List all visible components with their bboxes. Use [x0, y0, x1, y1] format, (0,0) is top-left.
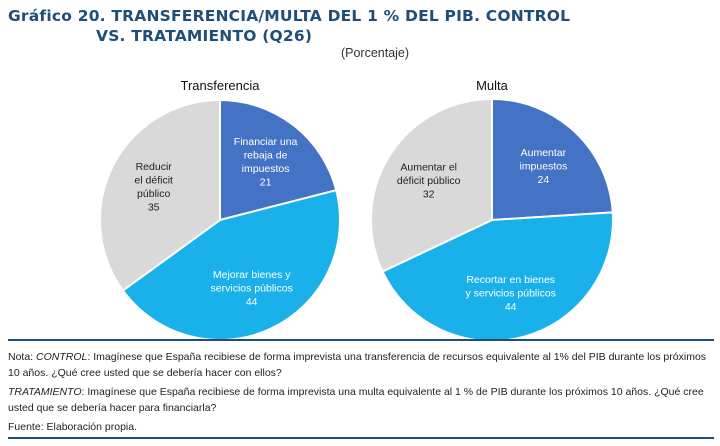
pie-slice	[99, 98, 221, 292]
bottom-rule	[8, 437, 714, 439]
pie-chart-2: Multa Aumentar impuestos 24 Recortar en bien…	[370, 78, 614, 340]
note-tratamiento: TRATAMIENTO: Imagínese que España recibi…	[8, 384, 713, 416]
pie-slice	[491, 97, 614, 222]
note-control-text: : Imagínese que España recibiese de form…	[8, 351, 707, 379]
note-source: Fuente: Elaboración propia.	[8, 421, 137, 433]
note-control: Nota: CONTROL: Imagínese que España reci…	[8, 349, 713, 381]
chart-subtitle: (Porcentaje)	[340, 46, 410, 60]
pie-slice	[219, 98, 338, 222]
chart-title-line-1: Gráfico 20. TRANSFERENCIA/MULTA DEL 1 % …	[8, 7, 571, 25]
pie-slice-label: Aumentar el déficit público 32	[397, 161, 461, 200]
pie-slice-label: Financiar una rebaja de impuestos 21	[234, 136, 298, 189]
chart-title: Gráfico 20. TRANSFERENCIA/MULTA DEL 1 % …	[8, 6, 708, 46]
pie-title: Multa	[476, 78, 509, 93]
notes: Nota: CONTROL: Imagínese que España reci…	[8, 349, 713, 438]
chart-title-line-2: VS. TRATAMIENTO (Q26)	[96, 27, 313, 45]
pie-slice-label: Recortar en bienes y servicios públicos 44	[465, 274, 555, 313]
pie-charts: Transferencia Financiar una rebaja de impue…	[99, 78, 614, 340]
pie-chart-1: Transferencia Financiar una rebaja de impue…	[99, 78, 341, 340]
note-tratamiento-label: TRATAMIENTO	[8, 386, 82, 398]
pie-slice-label: Mejorar bienes y servicios públicos 44	[211, 269, 293, 308]
pie-slice-label: Reducir el déficit público 35	[134, 161, 173, 214]
note-prefix: Nota:	[8, 351, 37, 363]
pie-title: Transferencia	[181, 78, 261, 93]
pie-slice	[381, 211, 614, 340]
note-tratamiento-text: : Imagínese que España recibiese de form…	[8, 386, 704, 414]
note-control-label: CONTROL	[36, 351, 88, 363]
pie-slice	[121, 188, 341, 340]
pie-slice-label: Aumentar impuestos 24	[519, 147, 567, 186]
top-rule	[8, 339, 714, 341]
pie-slice	[370, 97, 493, 273]
